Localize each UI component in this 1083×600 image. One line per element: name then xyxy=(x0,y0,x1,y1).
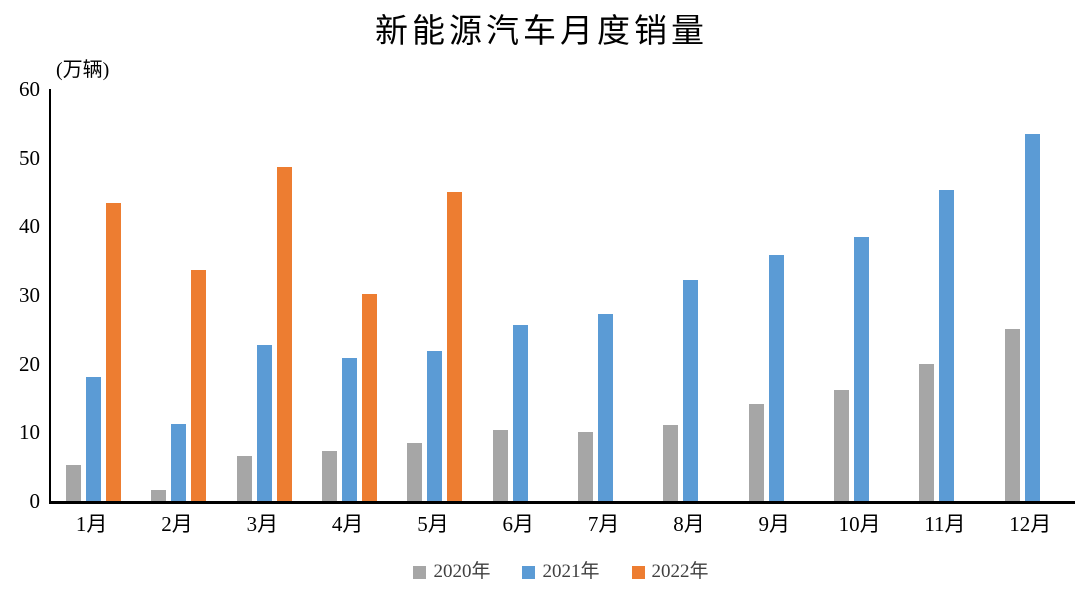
legend-label: 2022年 xyxy=(651,561,709,582)
legend-swatch-icon xyxy=(413,565,427,579)
legend-swatch-icon xyxy=(522,565,536,579)
bar-2021-m7 xyxy=(598,313,614,501)
bar-group-m12 xyxy=(990,89,1075,501)
bar-group-m8 xyxy=(648,89,733,501)
y-tick-label-30: 30 xyxy=(19,283,40,307)
x-tick-label-m5: 5月 xyxy=(417,512,449,536)
bar-2021-m6 xyxy=(512,324,528,501)
plot-area xyxy=(49,89,1075,504)
x-tick-label-m8: 8月 xyxy=(673,512,705,536)
x-tick-label-m7: 7月 xyxy=(587,512,620,536)
legend-item-2020: 2020年 xyxy=(413,560,490,584)
x-axis-labels: 1月 2月 3月 4月 5月 6月 7月 8月 9月 10月 11月 12月 xyxy=(49,511,1073,537)
bar-group-m7 xyxy=(563,89,648,501)
y-tick-label-10: 10 xyxy=(19,420,40,445)
x-tick-label-m12: 12月 xyxy=(1009,512,1052,536)
bar-group-m1 xyxy=(51,89,136,501)
y-tick-label-0: 0 xyxy=(29,489,41,513)
bar-2021-m5 xyxy=(427,351,443,501)
x-tick-label-m11: 11月 xyxy=(924,512,966,536)
bar-2020-m10 xyxy=(834,390,850,501)
bar-2020-m1 xyxy=(66,464,82,501)
y-tick-label-60: 60 xyxy=(19,77,40,101)
bar-group-m6 xyxy=(478,89,563,501)
bar-group-m11 xyxy=(904,89,989,501)
bar-2020-m12 xyxy=(1004,329,1020,501)
bar-2022-m5 xyxy=(447,192,463,501)
legend: 2020年 2021年 2022年 xyxy=(49,560,1073,584)
bar-2020-m3 xyxy=(236,455,252,501)
bar-2021-m3 xyxy=(256,345,272,501)
x-tick-label-m9: 9月 xyxy=(758,512,791,536)
y-axis-tick-labels: 0 10 20 30 40 50 60 xyxy=(0,0,40,600)
y-tick-label-50: 50 xyxy=(19,145,40,170)
bar-2022-m4 xyxy=(362,294,378,501)
bar-2021-m10 xyxy=(854,236,870,501)
y-tick-label-40: 40 xyxy=(19,214,40,239)
x-tick-label-m4: 4月 xyxy=(331,512,364,536)
bar-2020-m2 xyxy=(151,490,167,501)
bar-2020-m7 xyxy=(578,432,594,501)
legend-label: 2020年 xyxy=(433,561,491,582)
bar-2022-m2 xyxy=(191,270,207,501)
bar-2020-m9 xyxy=(748,404,764,501)
x-tick-label-m10: 10月 xyxy=(838,512,881,536)
chart-title: 新能源汽车月度销量 xyxy=(375,14,708,50)
bar-2020-m11 xyxy=(919,363,935,501)
bar-group-m5 xyxy=(392,89,477,501)
bar-2021-m9 xyxy=(768,255,784,501)
bar-group-m4 xyxy=(307,89,392,501)
legend-label: 2021年 xyxy=(542,561,600,582)
bar-2022-m3 xyxy=(276,167,292,501)
bar-2021-m11 xyxy=(939,189,955,501)
x-tick-label-m6: 6月 xyxy=(502,512,535,536)
x-tick-label-m3: 3月 xyxy=(246,512,279,536)
bar-group-m3 xyxy=(222,89,307,501)
legend-item-2022: 2022年 xyxy=(631,560,709,584)
bar-2020-m8 xyxy=(663,425,679,501)
bar-2021-m12 xyxy=(1024,134,1040,501)
legend-swatch-icon xyxy=(631,565,645,579)
bar-2021-m1 xyxy=(86,377,102,501)
bar-2021-m8 xyxy=(683,279,699,501)
bar-2021-m4 xyxy=(342,358,358,501)
bar-group-m9 xyxy=(734,89,819,501)
bar-group-m2 xyxy=(136,89,221,501)
bar-group-m10 xyxy=(819,89,904,501)
bar-2020-m6 xyxy=(492,429,508,501)
bar-2022-m1 xyxy=(106,203,122,501)
bar-2020-m5 xyxy=(407,443,423,501)
x-tick-label-m2: 2月 xyxy=(161,512,193,536)
legend-item-2021: 2021年 xyxy=(522,560,600,584)
y-tick-label-20: 20 xyxy=(19,351,40,376)
y-axis-unit-label: (万辆) xyxy=(56,59,110,81)
bar-2020-m4 xyxy=(322,450,338,501)
bar-2021-m2 xyxy=(171,424,187,501)
x-tick-label-m1: 1月 xyxy=(75,512,108,536)
